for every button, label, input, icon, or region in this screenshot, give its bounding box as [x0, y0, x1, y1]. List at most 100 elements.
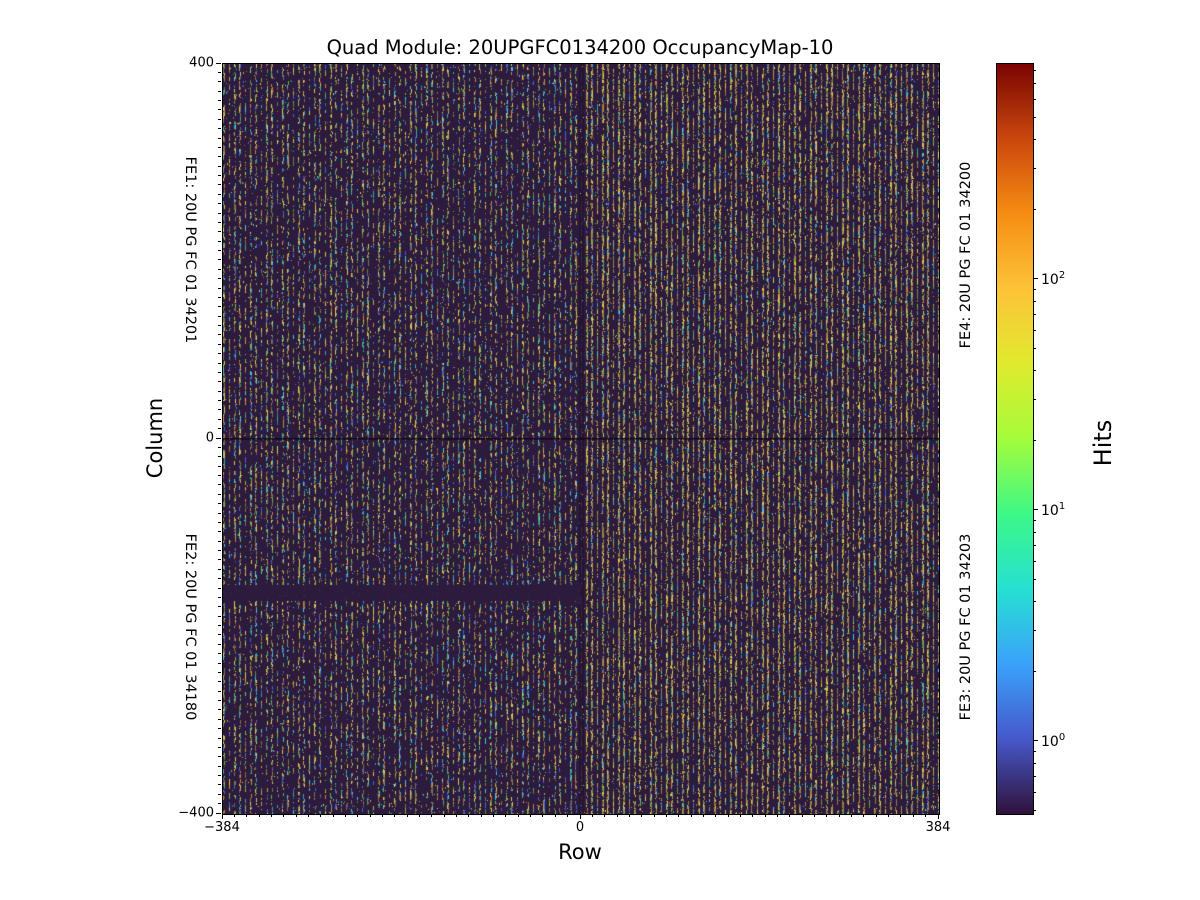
y-minor-tick [218, 540, 221, 542]
colorbar-minor-tick [1033, 289, 1036, 291]
x-minor-tick [530, 814, 532, 817]
y-minor-tick [218, 100, 221, 101]
colorbar-major-tick [1033, 740, 1038, 742]
y-minor-tick [218, 793, 221, 795]
x-minor-tick [493, 814, 495, 817]
x-minor-tick [653, 814, 655, 817]
y-minor-tick [218, 456, 221, 458]
y-minor-tick [218, 71, 221, 73]
x-minor-tick [567, 814, 569, 817]
y-minor-tick [218, 728, 221, 730]
y-minor-tick [218, 278, 221, 280]
colorbar-minor-tick [1033, 630, 1036, 632]
y-minor-tick [218, 493, 221, 495]
x-minor-tick [542, 814, 544, 817]
y-minor-tick [218, 531, 221, 533]
y-minor-tick [218, 165, 221, 167]
colorbar-minor-tick [1033, 776, 1036, 778]
x-minor-tick [468, 814, 470, 817]
x-minor-tick [925, 814, 927, 817]
colorbar-minor-tick [1033, 117, 1036, 119]
y-minor-tick [218, 803, 221, 805]
y-minor-tick [218, 718, 221, 720]
x-minor-tick [678, 814, 680, 817]
y-minor-tick [218, 756, 221, 758]
x-minor-tick [715, 814, 717, 817]
y-minor-tick [218, 390, 221, 392]
x-minor-tick [431, 814, 433, 817]
occupancy-heatmap [223, 64, 939, 814]
x-tick-label: −384 [204, 820, 240, 835]
x-minor-tick [554, 814, 556, 817]
x-axis-label: Row [558, 840, 602, 864]
y-minor-tick [218, 512, 221, 514]
x-minor-tick [912, 814, 914, 817]
y-minor-tick [218, 118, 221, 120]
x-minor-tick [480, 814, 482, 817]
x-minor-tick [900, 814, 902, 817]
y-minor-tick [218, 156, 221, 158]
y-minor-tick [218, 334, 221, 336]
y-tick-label: 0 [205, 430, 214, 446]
x-major-tick [221, 814, 223, 819]
y-minor-tick [218, 550, 221, 551]
x-major-tick [579, 814, 581, 819]
y-minor-tick [218, 709, 221, 711]
x-minor-tick [863, 814, 865, 817]
y-minor-tick [218, 521, 221, 523]
y-minor-tick [218, 568, 221, 570]
colorbar-minor-tick [1033, 579, 1036, 581]
y-minor-tick [218, 381, 221, 383]
y-minor-tick [218, 400, 221, 401]
x-minor-tick [616, 814, 618, 817]
colorbar-minor-tick [1033, 83, 1036, 85]
colorbar-tick-label: 100 [1041, 732, 1066, 750]
x-minor-tick [320, 814, 322, 817]
y-minor-tick [218, 596, 221, 598]
y-minor-tick [218, 362, 221, 364]
x-minor-tick [789, 814, 791, 817]
y-minor-tick [218, 484, 221, 486]
y-minor-tick [218, 625, 221, 626]
x-minor-tick [826, 814, 828, 817]
x-minor-tick [233, 814, 235, 817]
y-minor-tick [218, 587, 221, 589]
y-minor-tick [218, 353, 221, 355]
colorbar-minor-tick [1033, 810, 1036, 812]
y-minor-tick [218, 137, 221, 139]
y-minor-tick [218, 268, 221, 270]
colorbar-minor-tick [1033, 439, 1036, 441]
x-minor-tick [739, 814, 741, 817]
x-minor-tick [246, 814, 248, 817]
colorbar-major-tick [1033, 278, 1038, 280]
y-minor-tick [218, 193, 221, 195]
fe3-chip-label: FE3: 20U PG FC 01 34203 [958, 533, 974, 721]
y-minor-tick [218, 737, 221, 739]
y-minor-tick [218, 250, 221, 251]
y-minor-tick [218, 109, 221, 111]
y-minor-tick [218, 615, 221, 617]
x-minor-tick [419, 814, 421, 817]
colorbar-minor-tick [1033, 560, 1036, 562]
x-minor-tick [332, 814, 334, 817]
x-minor-tick [702, 814, 704, 817]
y-tick-label: 400 [189, 55, 214, 71]
y-minor-tick [218, 315, 221, 317]
colorbar-minor-tick [1033, 69, 1036, 71]
colorbar-minor-tick [1033, 601, 1036, 603]
y-minor-tick [218, 559, 221, 561]
x-minor-tick [690, 814, 692, 817]
x-minor-tick [801, 814, 803, 817]
y-minor-tick [218, 184, 221, 186]
x-minor-tick [591, 814, 593, 817]
y-major-tick [216, 812, 221, 814]
y-minor-tick [218, 643, 221, 645]
y-minor-tick [218, 175, 221, 176]
y-minor-tick [218, 475, 221, 476]
y-minor-tick [218, 231, 221, 233]
y-minor-tick [218, 212, 221, 214]
x-minor-tick [283, 814, 285, 817]
colorbar-minor-tick [1033, 300, 1036, 302]
x-minor-tick [888, 814, 890, 817]
y-minor-tick [218, 306, 221, 308]
